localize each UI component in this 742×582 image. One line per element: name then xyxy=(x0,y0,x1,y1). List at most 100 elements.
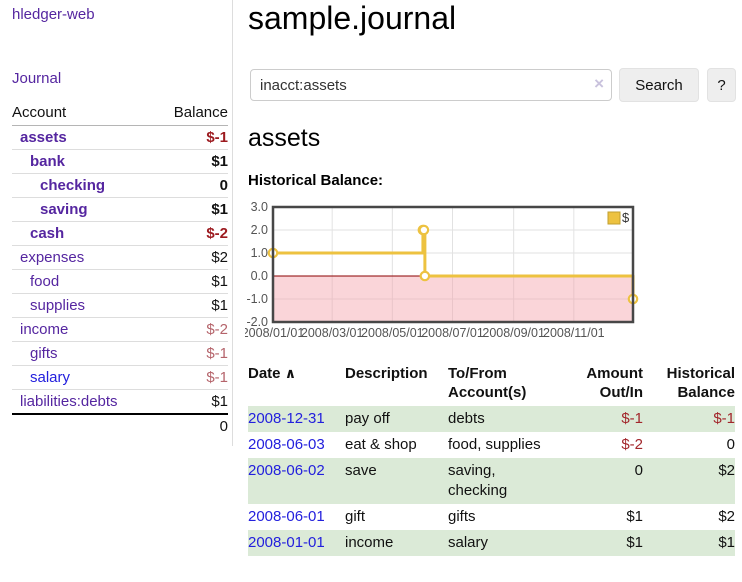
svg-text:3.0: 3.0 xyxy=(251,200,268,214)
account-balance: $-2 xyxy=(154,221,228,246)
account-row: assets $-1 xyxy=(12,125,228,150)
sidebar-divider xyxy=(232,0,233,446)
account-link[interactable]: food xyxy=(30,273,60,290)
sort-asc-icon: ∧ xyxy=(284,365,297,381)
chart-title: Historical Balance: xyxy=(248,172,384,189)
accounts-table: Account Balance assets $-1 bank $1 checking 0… xyxy=(12,101,228,438)
account-link[interactable]: gifts xyxy=(30,345,58,362)
help-button[interactable]: ? xyxy=(707,68,736,102)
transaction-date-link[interactable]: 2008-06-01 xyxy=(248,508,325,525)
transaction-description: eat & shop xyxy=(345,436,417,453)
spacer xyxy=(12,413,155,438)
transaction-accounts: debts xyxy=(448,406,573,432)
account-row: bank $1 xyxy=(12,149,228,174)
account-link[interactable]: cash xyxy=(30,225,65,242)
svg-text:0.0: 0.0 xyxy=(251,269,268,283)
account-row: supplies $1 xyxy=(12,293,228,318)
svg-text:2008/05/01: 2008/05/01 xyxy=(361,326,424,340)
register-header-row: Date ∧ Description To/From Account(s) Am… xyxy=(248,358,735,406)
svg-text:2008/03/01: 2008/03/01 xyxy=(301,326,364,340)
transaction-date-link[interactable]: 2008-12-31 xyxy=(248,410,325,427)
transaction-accounts: saving, checking xyxy=(448,458,573,504)
transaction-row: 2008-06-03 eat & shop food, supplies $-2 0 xyxy=(248,432,735,458)
account-balance: $1 xyxy=(154,149,228,174)
sidebar-item-journal[interactable]: Journal xyxy=(12,70,62,87)
transaction-date-link[interactable]: 2008-06-03 xyxy=(248,436,325,453)
accounts-header-account: Account xyxy=(12,101,155,126)
accounts-header-row: Account Balance xyxy=(12,101,228,126)
transaction-balance: $2 xyxy=(718,508,735,525)
account-link[interactable]: checking xyxy=(40,177,106,194)
register-header-date[interactable]: Date ∧ xyxy=(248,365,297,382)
legend-swatch xyxy=(607,211,621,225)
account-balance: 0 xyxy=(154,173,228,198)
account-balance: $1 xyxy=(154,293,228,318)
account-row: liabilities:debts $1 xyxy=(12,389,228,415)
account-link[interactable]: bank xyxy=(30,153,66,170)
transaction-amount: $-2 xyxy=(621,436,643,453)
transaction-date-link[interactable]: 2008-06-02 xyxy=(248,462,325,479)
transaction-row: 2008-06-02 save saving, checking 0 $2 xyxy=(248,458,735,504)
accounts-total-row: 0 xyxy=(12,413,228,438)
transaction-balance: $1 xyxy=(643,530,735,556)
transaction-amount: $1 xyxy=(626,508,643,525)
search-input[interactable] xyxy=(250,69,612,101)
transaction-row: 2008-01-01 income salary $1 $1 xyxy=(248,530,735,556)
account-link[interactable]: assets xyxy=(20,129,67,146)
clear-search-icon[interactable]: × xyxy=(594,74,604,93)
account-row: saving $1 xyxy=(12,197,228,222)
transaction-description: pay off xyxy=(345,406,448,432)
svg-text:-2.0: -2.0 xyxy=(246,315,268,329)
svg-text:-1.0: -1.0 xyxy=(246,292,268,306)
transaction-accounts: salary xyxy=(448,530,573,556)
transaction-description: income xyxy=(345,530,448,556)
account-row: income $-2 xyxy=(12,317,228,342)
account-balance: $2 xyxy=(154,245,228,270)
account-row: food $1 xyxy=(12,269,228,294)
accounts-total-balance: 0 xyxy=(154,413,228,438)
search-input-wrap: × xyxy=(250,69,612,101)
account-balance: $1 xyxy=(154,197,228,222)
chart-svg: $ -2.0 -1.0 0.0 1.0 2.0 3.0 2008/01/012008/03/0… xyxy=(242,200,639,340)
account-link[interactable]: supplies xyxy=(30,297,86,314)
historical-balance-chart[interactable]: $ -2.0 -1.0 0.0 1.0 2.0 3.0 2008/01/01 2008/03/0… xyxy=(242,199,645,349)
register-header-tofrom: To/From Account(s) xyxy=(448,365,527,401)
register-header-balance: Historical Balance xyxy=(666,365,735,401)
transaction-amount: 0 xyxy=(573,458,643,504)
accounts-header-balance: Balance xyxy=(154,101,228,126)
account-link[interactable]: income xyxy=(20,321,69,338)
transaction-accounts: gifts xyxy=(448,508,476,525)
account-link[interactable]: salary xyxy=(30,369,71,386)
account-balance: $-1 xyxy=(154,125,228,150)
transaction-row: 2008-12-31 pay off debts $-1 $-1 xyxy=(248,406,735,432)
register-header-amount: Amount Out/In xyxy=(586,365,643,401)
transaction-amount: $-1 xyxy=(573,406,643,432)
transaction-accounts: food, supplies xyxy=(448,436,541,453)
transaction-balance: $2 xyxy=(643,458,735,504)
brand-link[interactable]: hledger-web xyxy=(12,6,95,23)
svg-text:1.0: 1.0 xyxy=(251,246,268,260)
search-button[interactable]: Search xyxy=(619,68,699,102)
transaction-row: 2008-06-01 gift gifts $1 $2 xyxy=(248,504,735,530)
search-row: × Search ? xyxy=(250,68,736,102)
account-heading: assets xyxy=(248,124,321,152)
svg-text:2.0: 2.0 xyxy=(251,223,268,237)
account-link[interactable]: saving xyxy=(40,201,88,218)
svg-text:2008/11/01: 2008/11/01 xyxy=(543,326,605,340)
account-link[interactable]: liabilities:debts xyxy=(20,393,118,410)
transaction-description: gift xyxy=(345,508,366,525)
account-balance: $1 xyxy=(154,269,228,294)
account-balance: $-1 xyxy=(154,365,228,390)
account-row: checking 0 xyxy=(12,173,228,198)
page-title: sample.journal xyxy=(248,0,457,36)
transaction-balance: 0 xyxy=(726,436,735,453)
svg-text:2008/07/01: 2008/07/01 xyxy=(421,326,484,340)
transaction-balance: $-1 xyxy=(643,406,735,432)
transaction-date-link[interactable]: 2008-01-01 xyxy=(248,534,325,551)
account-link[interactable]: expenses xyxy=(20,249,85,266)
account-balance: $-2 xyxy=(154,317,228,342)
account-row: salary $-1 xyxy=(12,365,228,390)
register-table: Date ∧ Description To/From Account(s) Am… xyxy=(248,358,735,556)
register-header-description: Description xyxy=(345,365,428,382)
account-balance: $1 xyxy=(154,389,228,415)
